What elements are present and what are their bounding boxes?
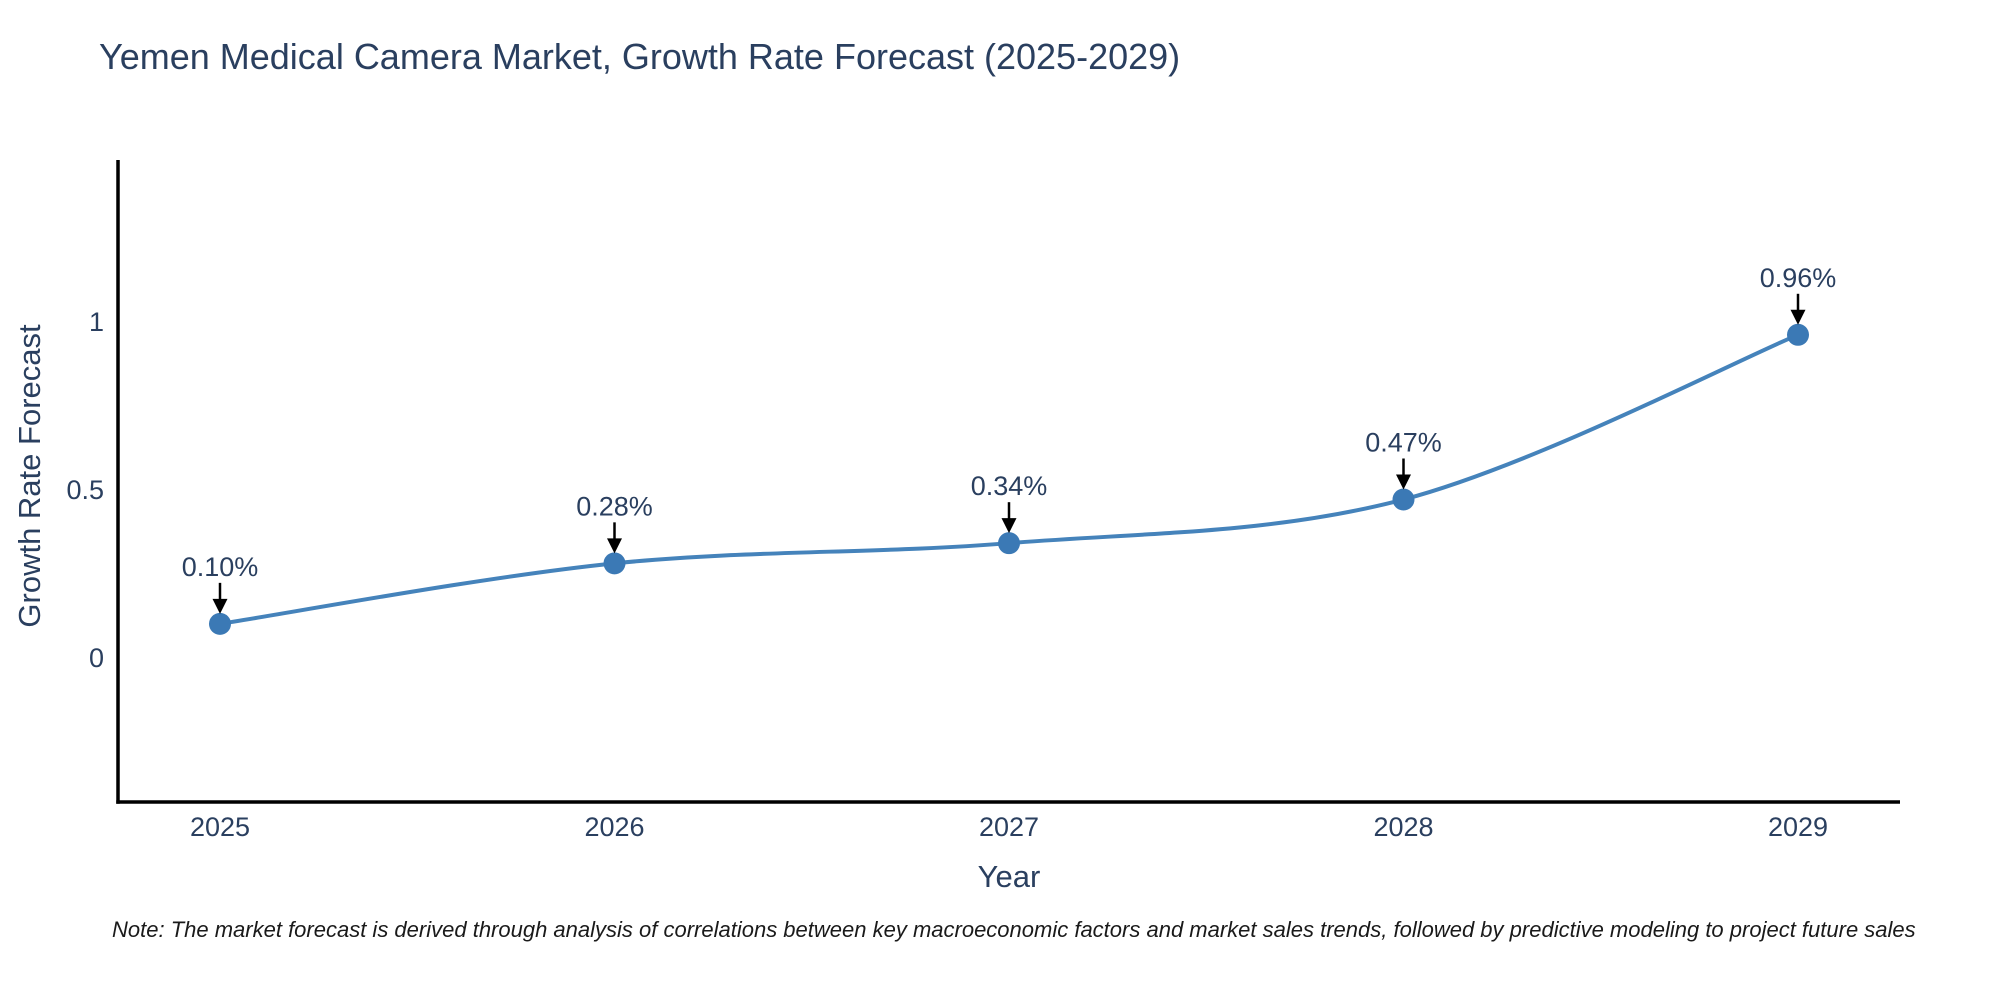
chart-title: Yemen Medical Camera Market, Growth Rate… (99, 36, 1181, 77)
x-tick-label: 2025 (190, 812, 250, 842)
data-point (998, 532, 1020, 555)
annotation-arrowhead-icon (1396, 474, 1411, 490)
footnote: Note: The market forecast is derived thr… (112, 917, 1916, 942)
data-point (209, 612, 231, 635)
data-point (603, 552, 626, 575)
point-value-label: 0.34% (971, 471, 1048, 501)
y-tick-label: 1 (89, 307, 104, 337)
x-tick-label: 2029 (1768, 812, 1828, 842)
annotation-arrowhead-icon (212, 598, 228, 614)
data-point (1392, 488, 1415, 511)
annotation-arrowhead-icon (1790, 309, 1806, 325)
point-value-label: 0.47% (1365, 427, 1442, 457)
point-value-label: 0.28% (576, 491, 653, 521)
annotation-arrowhead-icon (1001, 518, 1017, 534)
x-tick-label: 2027 (979, 812, 1039, 842)
x-axis-title: Year (977, 859, 1041, 894)
x-tick-label: 2028 (1373, 812, 1433, 842)
data-point (1787, 323, 1809, 346)
point-value-label: 0.96% (1760, 263, 1837, 293)
x-tick-label: 2026 (584, 812, 644, 842)
point-value-label: 0.10% (182, 552, 259, 582)
y-axis-title: Growth Rate Forecast (12, 324, 47, 628)
y-tick-label: 0 (89, 643, 104, 673)
annotation-arrowhead-icon (607, 538, 622, 554)
y-tick-label: 0.5 (66, 475, 104, 505)
